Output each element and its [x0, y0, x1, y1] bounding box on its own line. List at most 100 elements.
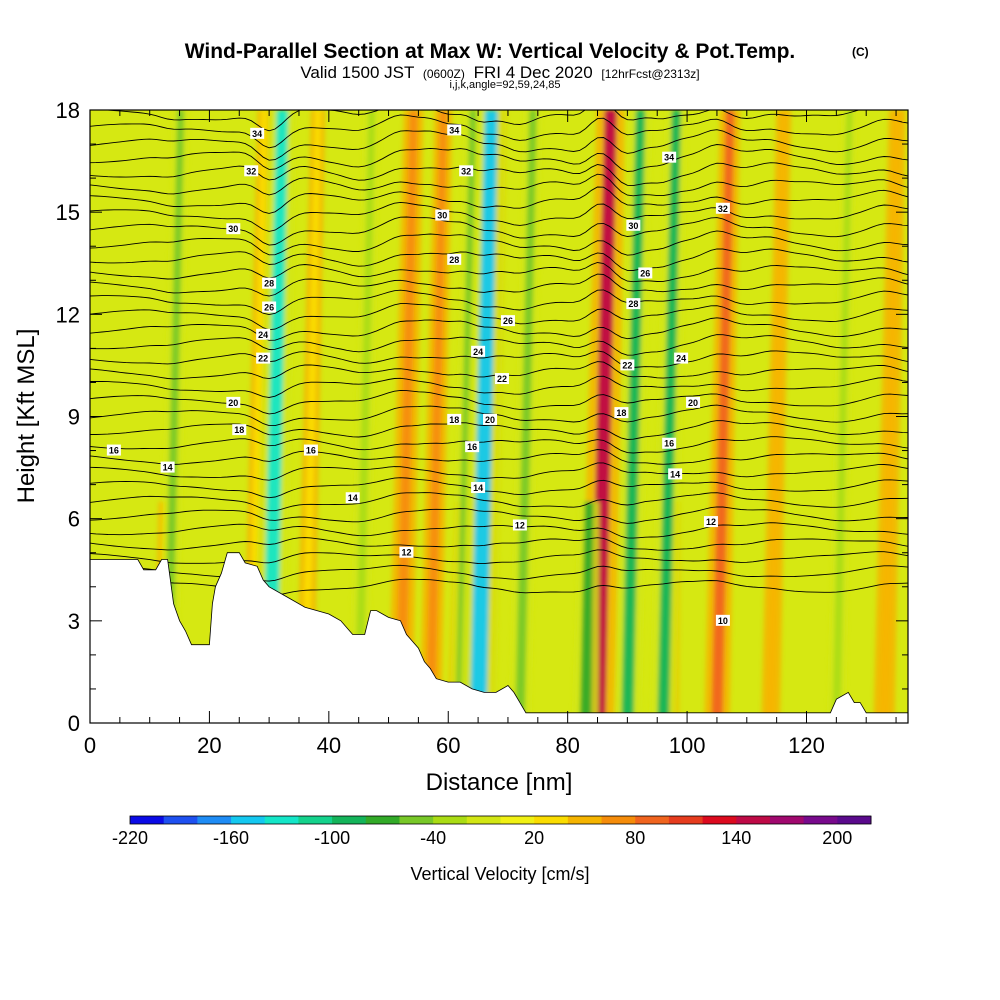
colorbar-swatch	[769, 816, 805, 824]
colorbar-swatch	[534, 816, 569, 824]
contour-label: 26	[638, 267, 653, 279]
contour-label-text: 14	[473, 483, 483, 493]
contour-label: 18	[447, 413, 462, 425]
theta-contour-33	[90, 110, 908, 132]
contour-label: 14	[668, 468, 683, 480]
theta-contour-11	[90, 420, 908, 440]
colorbar-tick-label: -40	[420, 828, 446, 848]
contour-label-text: 30	[228, 224, 238, 234]
contour-label-text: 26	[503, 316, 513, 326]
colorbar-swatch	[736, 816, 771, 824]
colorbar-swatch	[803, 816, 838, 824]
contour-label-text: 28	[628, 299, 638, 309]
contour-label-text: 24	[676, 354, 686, 364]
contour-label: 12	[703, 516, 718, 528]
contour-label-text: 30	[437, 211, 447, 221]
contour-label-text: 18	[449, 415, 459, 425]
contour-label-text: 14	[163, 463, 173, 473]
y-tick-label: 0	[68, 711, 80, 736]
contour-label: 32	[715, 202, 730, 214]
contour-label: 26	[262, 301, 277, 313]
contour-label: 26	[500, 315, 515, 327]
contour-label: 22	[620, 359, 635, 371]
theta-contour-19	[90, 303, 908, 331]
contour-label: 10	[715, 614, 730, 626]
colorbar-tick-label: -220	[112, 828, 148, 848]
contour-label: 12	[512, 519, 527, 531]
y-tick-label: 15	[56, 200, 80, 225]
axis-ticks	[89, 109, 908, 724]
theta-contour-5	[90, 506, 908, 524]
updraft-10	[761, 110, 792, 723]
colorbar-swatch	[332, 816, 367, 824]
contour-label: 16	[465, 441, 480, 453]
contour-label: 14	[345, 492, 360, 504]
chart-subtitle: Valid 1500 JST (0600Z) FRI 4 Dec 2020 [1…	[300, 63, 699, 82]
subtitle-date: FRI 4 Dec 2020	[474, 63, 593, 82]
axis-tick-labels: 0 20 40 60 80 100 120 0 3 6 9 12 15 18	[56, 98, 825, 758]
colorbar-tick-labels: -220 -160 -100 -40 20 80 140 200	[112, 828, 852, 848]
theta-contour-23	[90, 248, 908, 271]
contour-label: 34	[447, 124, 462, 136]
contour-label: 12	[399, 546, 414, 558]
theta-contour-29	[90, 162, 908, 187]
contour-label-text: 32	[718, 204, 728, 214]
colorbar-swatch	[500, 816, 535, 824]
colorbar-swatch	[365, 816, 400, 824]
contour-label-text: 20	[688, 398, 698, 408]
theta-contour-labels: 16 14 20 18 30 32 34 22 24 26 28 16 14 12 30 28 18 34 32 16…	[106, 124, 730, 626]
x-tick-label: 120	[788, 733, 825, 758]
colorbar-swatch	[668, 816, 704, 824]
colorbar-swatch	[567, 816, 603, 824]
contour-label: 32	[244, 165, 259, 177]
y-tick-label: 12	[56, 302, 80, 327]
colorbar-swatch	[197, 816, 232, 824]
downdraft-17	[509, 110, 542, 723]
theta-contour-31	[90, 129, 908, 161]
contour-label-text: 28	[449, 255, 459, 265]
theta-contour-7	[90, 477, 908, 499]
contour-label-text: 16	[664, 439, 674, 449]
subtitle-fcst: [12hrFcst@2313z]	[601, 67, 699, 81]
contour-label-text: 34	[664, 153, 674, 163]
colorbar	[129, 815, 872, 825]
updraft-9	[704, 110, 741, 723]
x-tick-label: 60	[436, 733, 460, 758]
colorbar-tick-label: -100	[314, 828, 350, 848]
colorbar-tick-label: 140	[721, 828, 751, 848]
theta-contours	[90, 110, 908, 596]
contour-label-text: 20	[485, 415, 495, 425]
colorbar-swatch	[130, 816, 165, 824]
colorbar-swatch	[264, 816, 299, 824]
colorbar-tick-label: -160	[213, 828, 249, 848]
theta-contour-26	[90, 201, 908, 232]
colorbar-label: Vertical Velocity [cm/s]	[410, 864, 589, 884]
theta-contour-32	[90, 114, 908, 149]
y-tick-label: 18	[56, 98, 80, 123]
colorbar-swatch	[837, 816, 872, 824]
theta-contour-17	[90, 334, 908, 356]
contour-label-text: 14	[348, 493, 358, 503]
contour-label-text: 12	[706, 517, 716, 527]
x-axis-label: Distance [nm]	[426, 769, 573, 796]
contour-label-text: 22	[622, 360, 632, 370]
contour-label: 30	[435, 209, 450, 221]
colorbar-tick-label: 20	[524, 828, 544, 848]
colorbar-swatch	[702, 816, 737, 824]
theta-contour-14	[90, 375, 908, 398]
contour-label-text: 34	[449, 125, 459, 135]
theta-contour-10	[90, 436, 908, 454]
contour-label-text: 10	[718, 616, 728, 626]
colorbar-tick-label: 80	[625, 828, 645, 848]
colorbar-swatch	[433, 816, 468, 824]
contour-label: 14	[471, 482, 486, 494]
colorbar-swatch	[298, 816, 333, 824]
theta-contour-20	[90, 289, 908, 316]
colorbar-swatch	[635, 816, 670, 824]
contour-label: 22	[494, 373, 509, 385]
theta-contour-6	[90, 492, 908, 512]
x-tick-label: 0	[84, 733, 96, 758]
x-tick-label: 20	[197, 733, 221, 758]
contour-label-text: 18	[234, 425, 244, 435]
contour-label: 18	[232, 424, 247, 436]
